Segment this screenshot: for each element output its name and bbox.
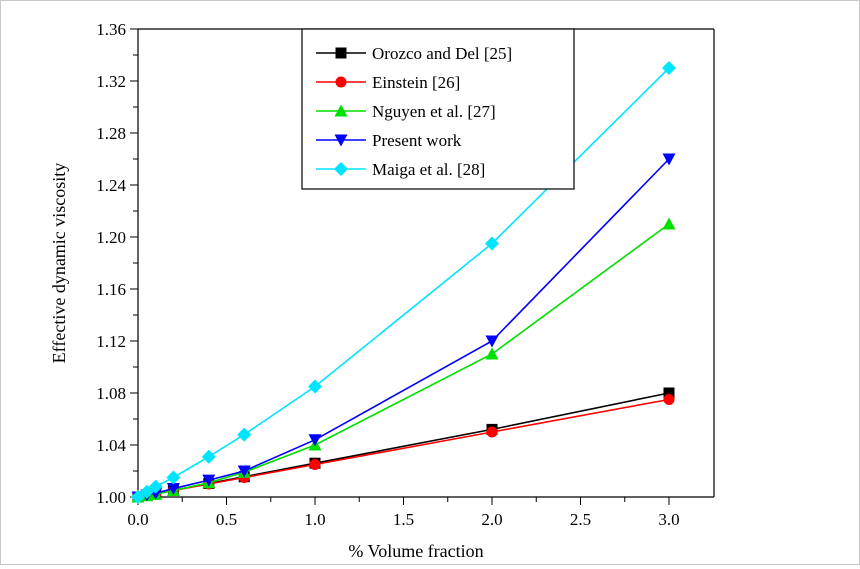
y-tick-label: 1.16 (96, 280, 126, 299)
legend-item: Orozco and Del [25] (316, 44, 512, 63)
data-point (131, 490, 145, 504)
legend-marker (335, 47, 347, 59)
legend: Orozco and Del [25] Einstein [26] Nguyen e… (301, 28, 575, 190)
x-tick-label: 1.5 (393, 510, 414, 529)
series-line (137, 223, 670, 498)
data-point (485, 236, 499, 251)
legend-marker (334, 162, 348, 176)
series-line (137, 392, 670, 498)
x-tick-label: 2.5 (570, 510, 591, 529)
series-2 (131, 217, 676, 503)
y-tick-label: 1.12 (96, 332, 126, 351)
y-tick-label: 1.24 (96, 176, 126, 195)
data-point (237, 427, 252, 442)
data-point (166, 470, 181, 485)
x-tick-label: 2.0 (481, 510, 502, 529)
data-point (148, 479, 163, 494)
data-point (663, 394, 675, 405)
data-point (139, 484, 154, 499)
data-point (486, 426, 498, 438)
data-point (662, 217, 676, 230)
legend-marker (334, 104, 348, 117)
series-line (137, 398, 670, 498)
legend-label: Present work (372, 131, 462, 150)
y-tick-label: 1.28 (96, 124, 126, 143)
legend-marker (335, 76, 347, 88)
data-point (662, 153, 676, 166)
x-axis-title: % Volume fraction (348, 541, 483, 561)
data-point (309, 459, 321, 470)
data-point (237, 465, 251, 478)
series-4 (131, 61, 676, 504)
legend-label: Orozco and Del [25] (372, 44, 512, 63)
x-tick-label: 0.5 (216, 510, 237, 529)
x-tick-label: 1.0 (304, 510, 325, 529)
y-axis-title: Effective dynamic viscosity (49, 163, 69, 364)
data-point (201, 449, 216, 464)
x-tick-label: 0.0 (127, 510, 148, 529)
data-point (308, 379, 322, 394)
legend-label: Maiga et al. [28] (372, 160, 485, 179)
data-point (485, 347, 499, 360)
data-point (166, 483, 180, 496)
series-3 (131, 153, 676, 504)
y-tick-label: 1.08 (96, 384, 126, 403)
x-tick-label: 3.0 (658, 510, 679, 529)
y-tick-label: 1.00 (96, 488, 126, 507)
legend-box (301, 28, 575, 190)
y-tick-label: 1.32 (96, 72, 126, 91)
y-tick-label: 1.20 (96, 228, 126, 247)
data-point (485, 335, 499, 348)
legend-item: Present work (316, 131, 462, 150)
y-tick-label: 1.04 (96, 436, 126, 455)
series-layer (131, 61, 676, 504)
axes: 0.0 0.5 1.0 1.5 2.0 2.5 3.0 1.00 1.04 1.08 1.12 1.1… (96, 20, 715, 529)
data-point (202, 474, 216, 487)
legend-item: Maiga et al. [28] (316, 160, 485, 179)
legend-item: Nguyen et al. [27] (316, 102, 496, 121)
legend-marker (334, 134, 348, 147)
legend-label: Einstein [26] (372, 73, 460, 92)
y-tick-label: 1.36 (96, 20, 126, 39)
data-point (663, 387, 675, 399)
legend-item: Einstein [26] (316, 73, 460, 92)
data-point (662, 61, 676, 75)
data-point (308, 434, 322, 447)
legend-label: Nguyen et al. [27] (372, 102, 496, 121)
